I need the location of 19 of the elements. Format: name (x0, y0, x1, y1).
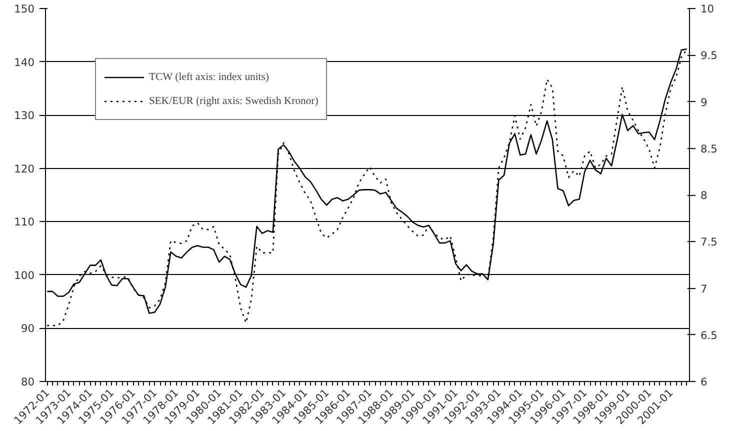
y-tick-label: 120 (14, 162, 35, 176)
y2-tick-label: 6 (700, 376, 708, 388)
y2-tick-label: 9 (700, 96, 708, 109)
y2-tick-label: 8 (700, 189, 708, 202)
legend-label: SEK/EUR (right axis: Swedish Kronor) (149, 96, 318, 106)
y2-tick-label: 6.5 (700, 328, 718, 342)
y2-tick-label: 9.5 (700, 49, 718, 62)
legend-label: TCW (left axis: index units) (149, 72, 269, 82)
y-tick-label: 140 (14, 56, 35, 69)
y-tick-label: 100 (14, 268, 35, 282)
y-tick-label: 110 (14, 216, 35, 229)
y2-tick-label: 7.5 (700, 236, 718, 249)
y-tick-label: 90 (20, 322, 35, 336)
y2-tick-label: 10 (700, 2, 714, 16)
y-tick-label: 80 (20, 376, 35, 388)
y2-tick-label: 7 (700, 282, 708, 296)
y-tick-label: 150 (14, 2, 35, 16)
y-tick-label: 130 (14, 109, 35, 122)
y2-tick-label: 8.5 (700, 142, 718, 156)
